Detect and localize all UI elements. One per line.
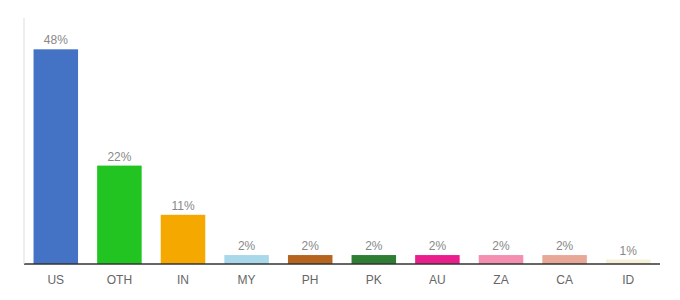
- x-axis: US OTH IN MY PH PK AU ZA CA ID: [24, 264, 660, 287]
- tick-label: US: [47, 273, 64, 287]
- data-labels: 48% 22% 11% 2% 2% 2% 2% 2% 2% 1%: [44, 33, 637, 257]
- chart: 48% 22% 11% 2% 2% 2% 2% 2% 2% 1% US OTH IN MY PH PK AU ZA…: [0, 0, 680, 300]
- bar: [97, 166, 142, 264]
- data-label: 2%: [492, 239, 510, 253]
- tick-label: MY: [238, 273, 256, 287]
- bar: [352, 255, 397, 264]
- bars: [34, 49, 651, 264]
- tick-label: ID: [622, 273, 634, 287]
- chart-container: 48% 22% 11% 2% 2% 2% 2% 2% 2% 1% US OTH IN MY PH PK AU ZA…: [0, 0, 680, 300]
- tick-label: OTH: [107, 273, 132, 287]
- bar: [224, 255, 269, 264]
- data-label: 2%: [429, 239, 447, 253]
- bar: [415, 255, 460, 264]
- x-axis-line: [24, 263, 660, 265]
- data-label: 11%: [171, 199, 194, 213]
- data-label: 48%: [44, 33, 68, 47]
- data-label: 22%: [107, 150, 131, 164]
- y-axis-line: [24, 18, 25, 264]
- tick-label: PK: [366, 273, 382, 287]
- tick-label: CA: [556, 273, 573, 287]
- bar: [161, 215, 206, 264]
- data-label: 2%: [365, 239, 383, 253]
- bar: [288, 255, 333, 264]
- bar: [34, 49, 79, 264]
- data-label: 2%: [302, 239, 320, 253]
- bar: [542, 255, 587, 264]
- tick-label: AU: [429, 273, 446, 287]
- data-label: 2%: [238, 239, 256, 253]
- tick-label: ZA: [493, 273, 508, 287]
- tick-label: PH: [302, 273, 319, 287]
- tick-label: IN: [177, 273, 189, 287]
- data-label: 1%: [620, 244, 638, 258]
- bar: [479, 255, 524, 264]
- data-label: 2%: [556, 239, 574, 253]
